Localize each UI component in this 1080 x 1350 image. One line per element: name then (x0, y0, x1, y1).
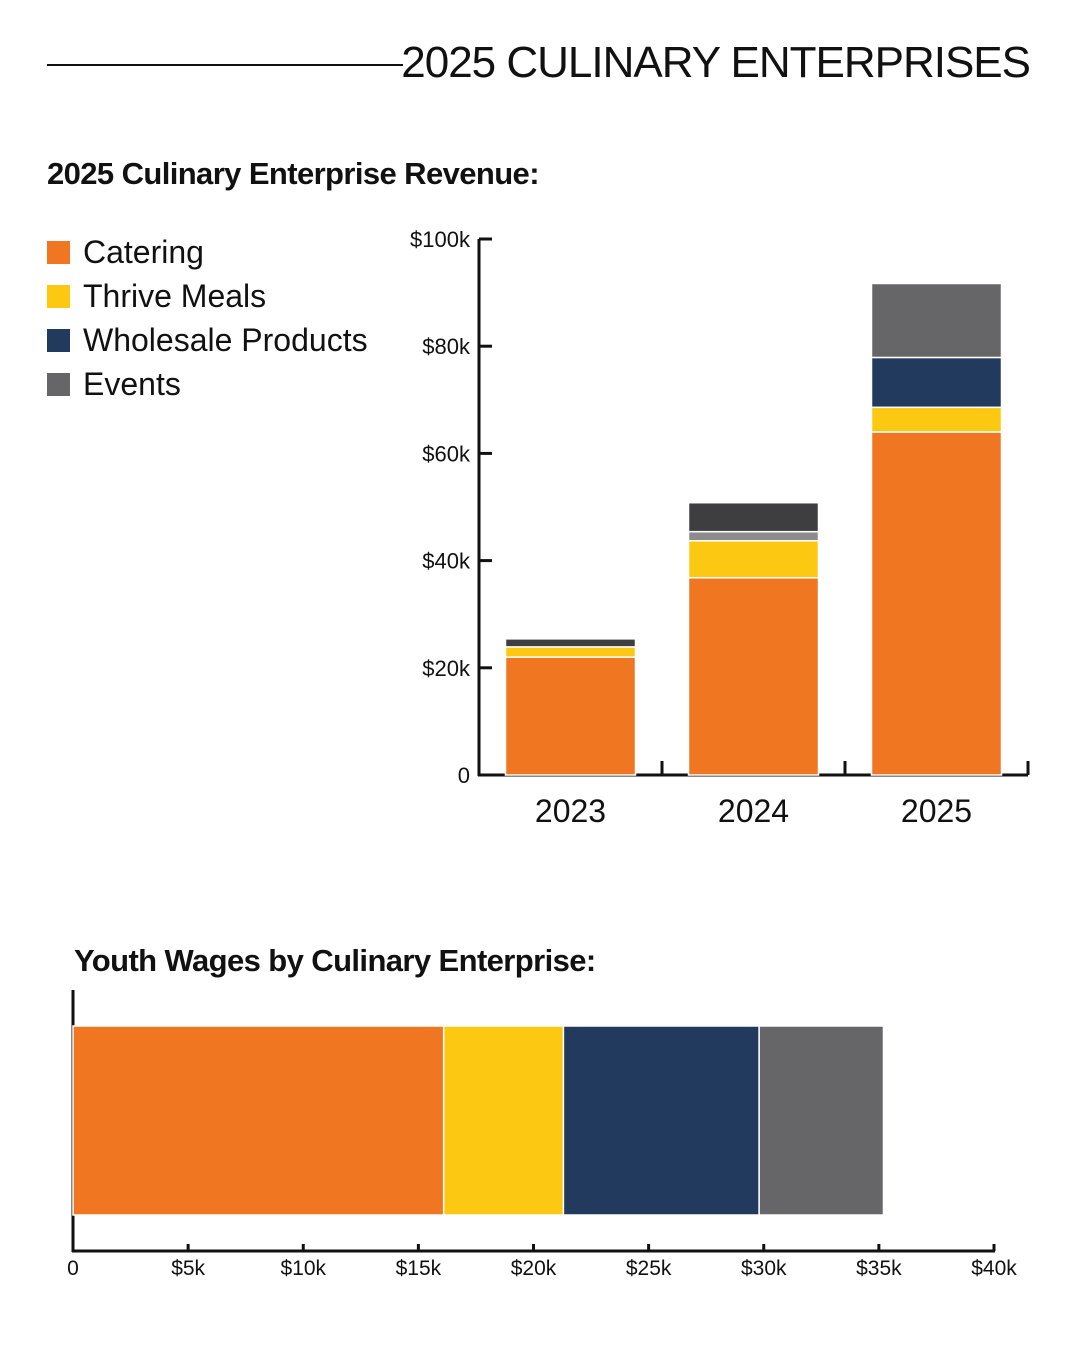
wages-x-tick-label: $30k (741, 1257, 787, 1280)
legend-item-thrive-meals: Thrive Meals (47, 274, 368, 318)
wages-x-tick-label: 0 (67, 1257, 79, 1280)
wages-bar-catering (72, 1025, 445, 1216)
wages-x-tick-label: $40k (971, 1257, 1017, 1280)
wages-x-tick-label: $5k (171, 1257, 205, 1280)
revenue-bar-2025-wholesale-products (870, 356, 1003, 409)
revenue-bar-2025-thrive-meals (870, 406, 1003, 433)
revenue-bar-2025-events (870, 282, 1003, 359)
revenue-y-tick-label: $40k (422, 549, 471, 574)
legend-swatch-wholesale-products (47, 328, 70, 352)
revenue-y-tick-label: $100k (410, 227, 471, 252)
legend-swatch-catering (47, 240, 70, 264)
legend-item-catering: Catering (47, 230, 368, 274)
wages-bar-events (758, 1025, 885, 1216)
wages-x-tick-label: $20k (511, 1257, 557, 1280)
legend-swatch-thrive-meals (47, 284, 70, 308)
revenue-y-tick-label: $80k (422, 334, 471, 359)
wages-x-tick-label: $25k (626, 1257, 672, 1280)
legend-label-events: Events (83, 365, 181, 402)
wages-x-tick-label: $35k (856, 1257, 902, 1280)
revenue-y-tick-label: $20k (422, 656, 471, 681)
revenue-y-tick-label: $60k (422, 441, 471, 466)
wages-chart-title: Youth Wages by Culinary Enterprise: (74, 943, 596, 978)
revenue-bar-2024-catering (687, 577, 820, 776)
revenue-legend: Catering Thrive Meals Wholesale Products… (47, 230, 368, 406)
legend-label-wholesale-products: Wholesale Products (83, 321, 368, 358)
revenue-bar-2024-segment (687, 530, 820, 542)
revenue-bar-2025-catering (870, 431, 1003, 776)
wages-bar-wholesale-products (562, 1025, 760, 1216)
revenue-y-tick-label: 0 (458, 763, 470, 788)
revenue-bar-2023-thrive-meals (504, 646, 637, 658)
revenue-x-tick-label: 2023 (535, 793, 606, 829)
revenue-x-tick-label: 2025 (901, 793, 972, 829)
revenue-bar-2024-thrive-meals (687, 540, 820, 579)
legend-label-catering: Catering (83, 233, 204, 270)
wages-x-tick-label: $15k (396, 1257, 442, 1280)
wages-bar-thrive-meals (442, 1025, 565, 1216)
legend-swatch-events (47, 372, 70, 396)
legend-item-wholesale-products: Wholesale Products (47, 318, 368, 362)
page-title: 2025 CULINARY ENTERPRISES (401, 38, 1031, 87)
revenue-x-tick-label: 2024 (718, 793, 789, 829)
revenue-bar-2023-events (504, 638, 637, 648)
wages-x-tick-label: $10k (280, 1257, 326, 1280)
revenue-bar-2023-catering (504, 656, 637, 776)
legend-label-thrive-meals: Thrive Meals (83, 277, 267, 314)
legend-item-events: Events (47, 362, 368, 406)
header-rule (47, 64, 403, 66)
revenue-chart-title: 2025 Culinary Enterprise Revenue: (47, 156, 540, 191)
revenue-bar-2024-events (687, 501, 820, 533)
